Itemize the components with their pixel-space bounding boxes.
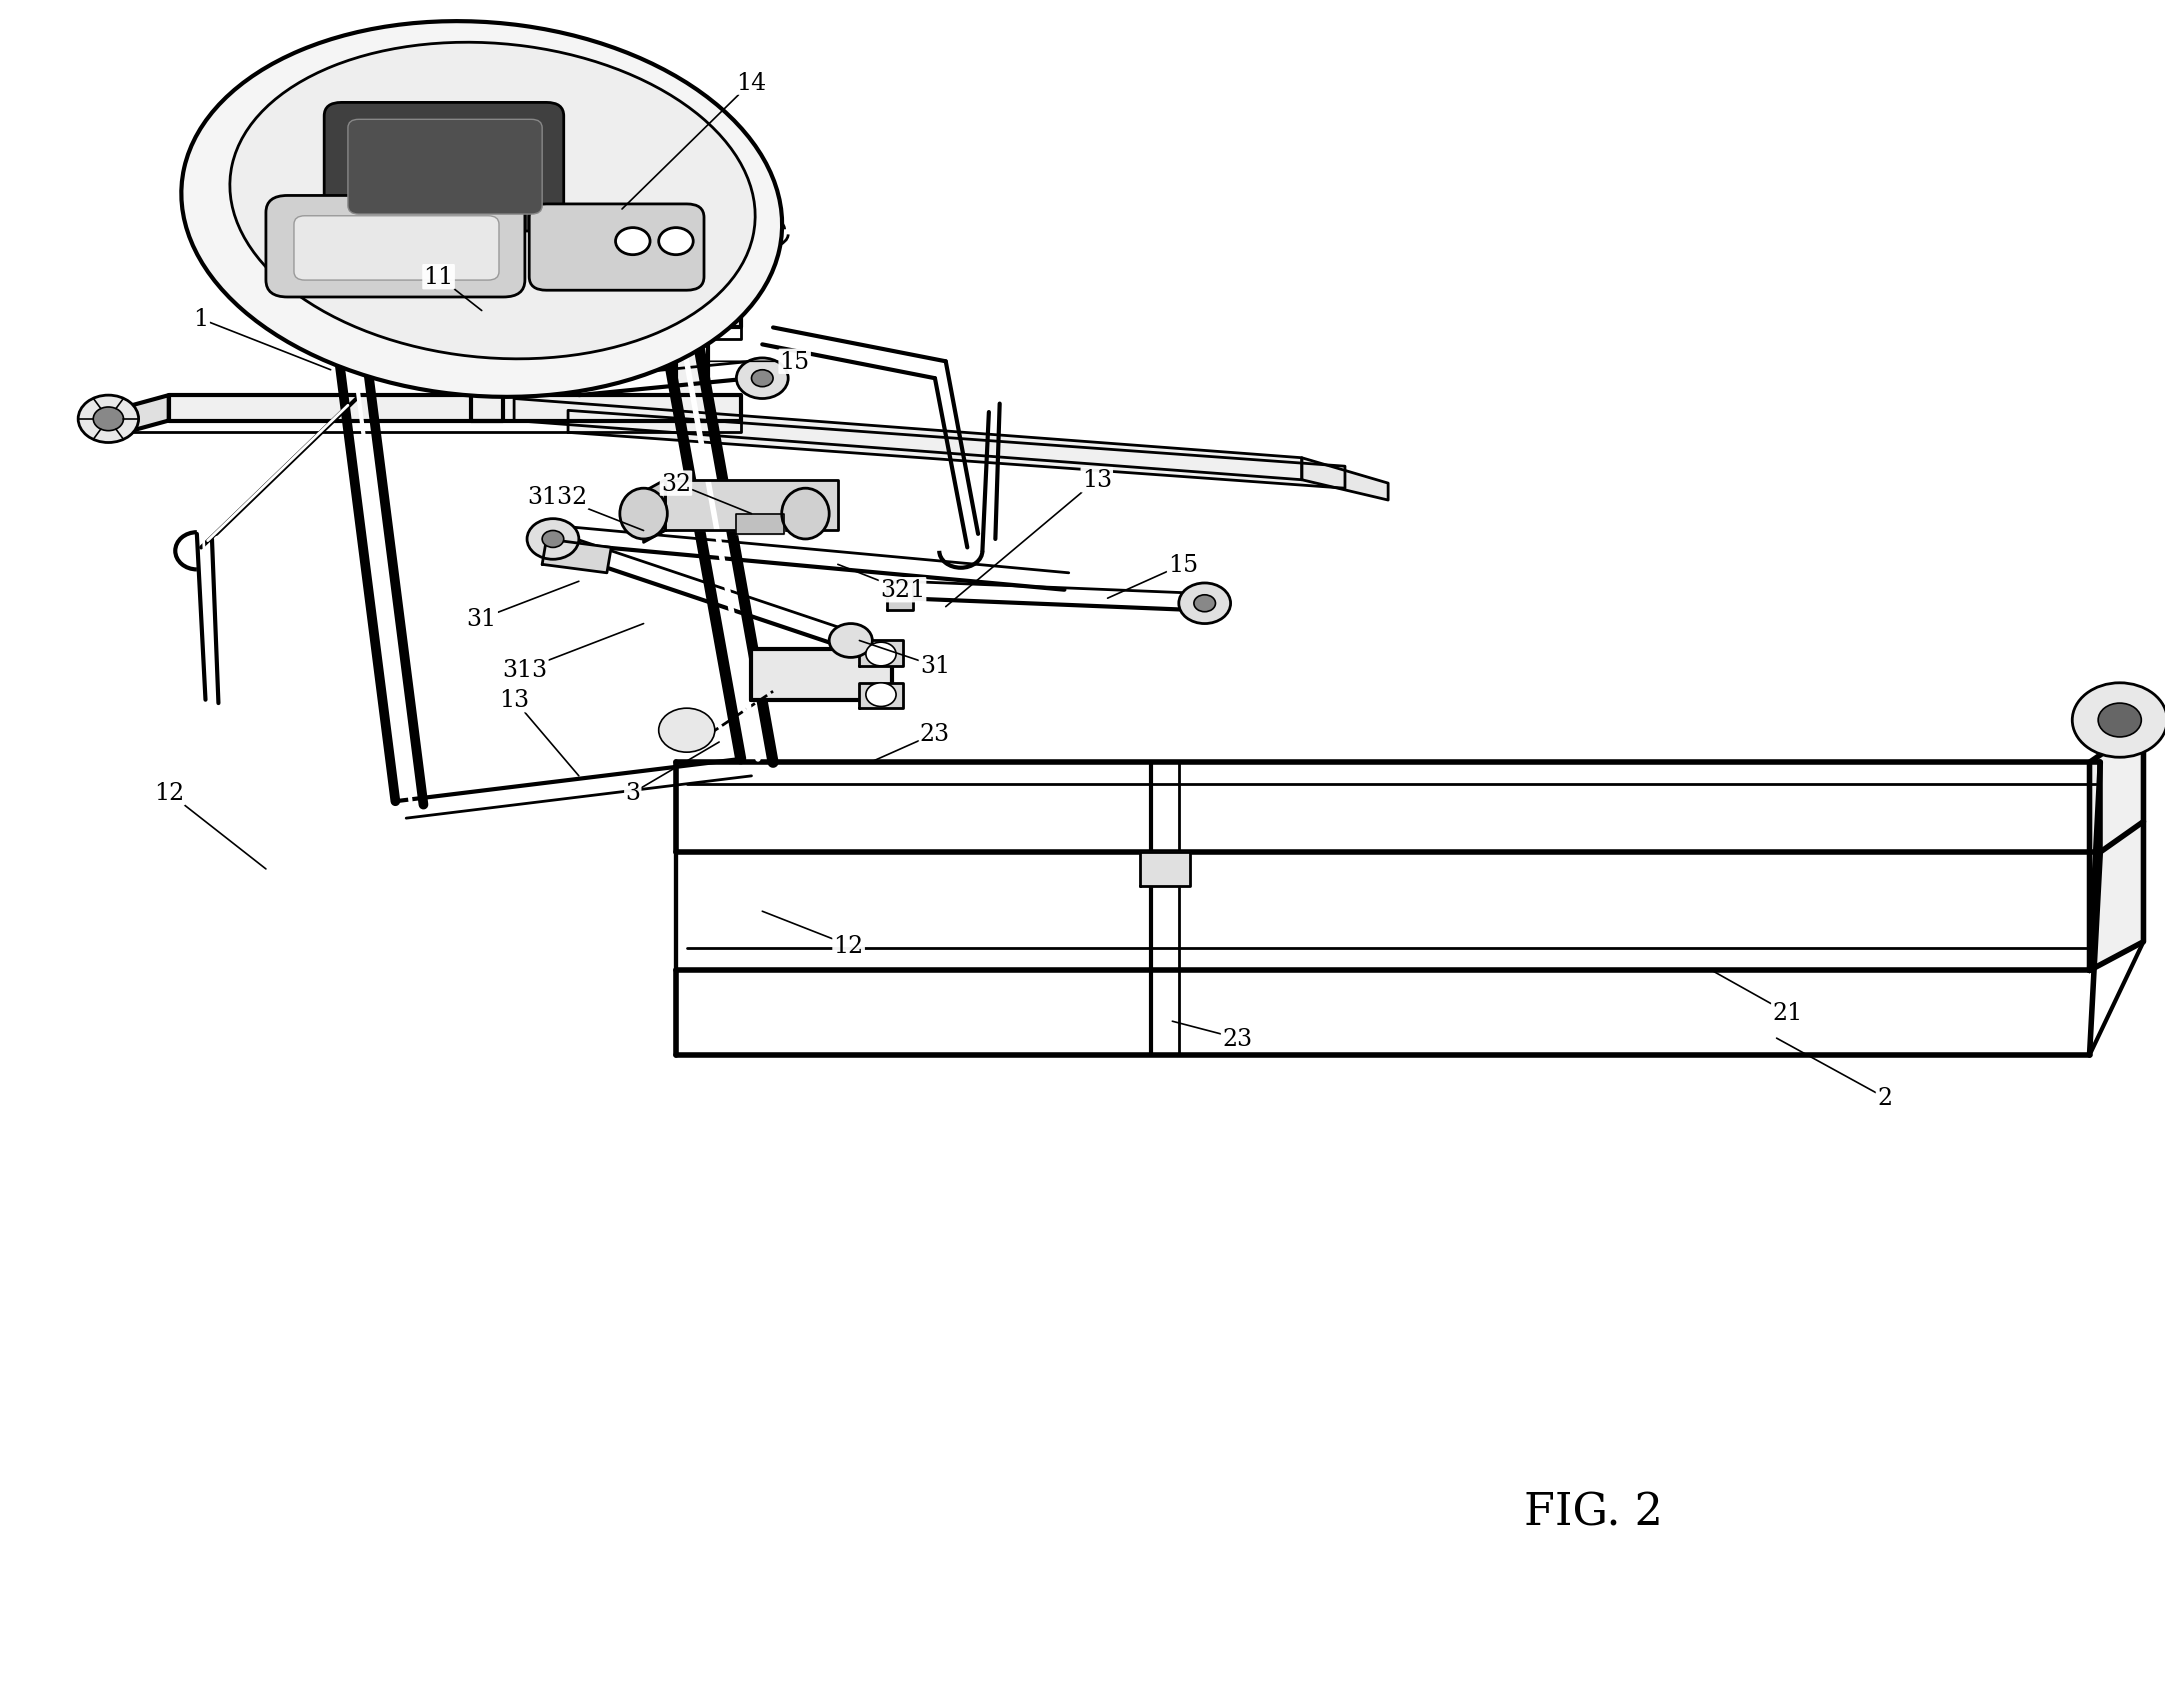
FancyBboxPatch shape [265, 196, 526, 298]
Text: 12: 12 [154, 783, 265, 870]
FancyBboxPatch shape [293, 217, 500, 281]
Circle shape [658, 228, 693, 256]
Circle shape [752, 370, 773, 387]
Circle shape [867, 684, 897, 708]
Polygon shape [126, 396, 169, 433]
Ellipse shape [230, 43, 756, 360]
Text: 13: 13 [500, 689, 580, 776]
Text: 15: 15 [1108, 554, 1199, 598]
Text: 15: 15 [708, 351, 810, 373]
Polygon shape [543, 540, 610, 573]
FancyBboxPatch shape [348, 121, 543, 215]
Text: 3: 3 [626, 743, 719, 805]
Circle shape [658, 709, 715, 752]
Polygon shape [2089, 726, 2144, 970]
Circle shape [1179, 583, 1232, 624]
Polygon shape [860, 641, 904, 667]
Ellipse shape [619, 489, 667, 540]
Text: 23: 23 [1173, 1021, 1251, 1050]
Text: 321: 321 [838, 564, 925, 602]
Text: 313: 313 [502, 624, 643, 682]
Circle shape [2072, 684, 2168, 757]
Polygon shape [1140, 852, 1190, 887]
Polygon shape [736, 240, 767, 249]
Text: 21: 21 [1712, 970, 1803, 1025]
Polygon shape [752, 650, 893, 701]
FancyBboxPatch shape [530, 205, 704, 292]
Polygon shape [675, 329, 708, 421]
Circle shape [736, 358, 788, 399]
Circle shape [528, 520, 580, 559]
Circle shape [830, 624, 873, 658]
Polygon shape [352, 303, 741, 329]
FancyBboxPatch shape [324, 104, 565, 232]
Circle shape [78, 396, 139, 443]
Text: 14: 14 [621, 72, 767, 210]
Text: 11: 11 [424, 266, 482, 312]
Ellipse shape [782, 489, 830, 540]
Polygon shape [1301, 459, 1388, 501]
Polygon shape [515, 399, 1301, 481]
Text: 1: 1 [193, 309, 330, 370]
Text: 13: 13 [945, 469, 1112, 607]
Text: FIG. 2: FIG. 2 [1525, 1490, 1662, 1533]
Polygon shape [860, 684, 904, 709]
Polygon shape [308, 303, 352, 339]
Polygon shape [169, 396, 741, 421]
Polygon shape [621, 230, 693, 252]
Text: 32: 32 [660, 472, 752, 515]
Polygon shape [471, 329, 504, 421]
Polygon shape [643, 481, 665, 542]
Circle shape [867, 643, 897, 667]
Polygon shape [665, 481, 838, 532]
Text: 31: 31 [860, 641, 949, 679]
Polygon shape [736, 515, 784, 535]
Circle shape [543, 532, 565, 547]
Ellipse shape [180, 22, 782, 397]
Text: 31: 31 [467, 581, 580, 631]
Circle shape [93, 407, 124, 431]
Circle shape [1195, 595, 1216, 612]
Polygon shape [569, 411, 1344, 489]
Text: 12: 12 [762, 912, 864, 957]
Text: 23: 23 [871, 723, 949, 762]
Text: 2: 2 [1777, 1038, 1892, 1110]
Polygon shape [888, 581, 914, 610]
Circle shape [2098, 704, 2142, 738]
Polygon shape [728, 218, 775, 244]
Circle shape [615, 228, 649, 256]
Text: 3132: 3132 [528, 486, 643, 532]
